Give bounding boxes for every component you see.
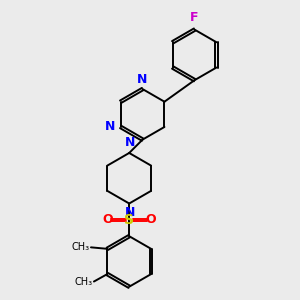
Text: CH₃: CH₃ (71, 242, 89, 252)
Text: F: F (190, 11, 199, 24)
Text: N: N (137, 73, 147, 85)
Text: CH₃: CH₃ (74, 277, 92, 286)
Text: N: N (124, 136, 135, 149)
Text: O: O (103, 213, 113, 226)
Text: N: N (105, 120, 115, 133)
Text: S: S (124, 213, 134, 227)
Text: O: O (145, 213, 156, 226)
Text: N: N (124, 206, 135, 220)
